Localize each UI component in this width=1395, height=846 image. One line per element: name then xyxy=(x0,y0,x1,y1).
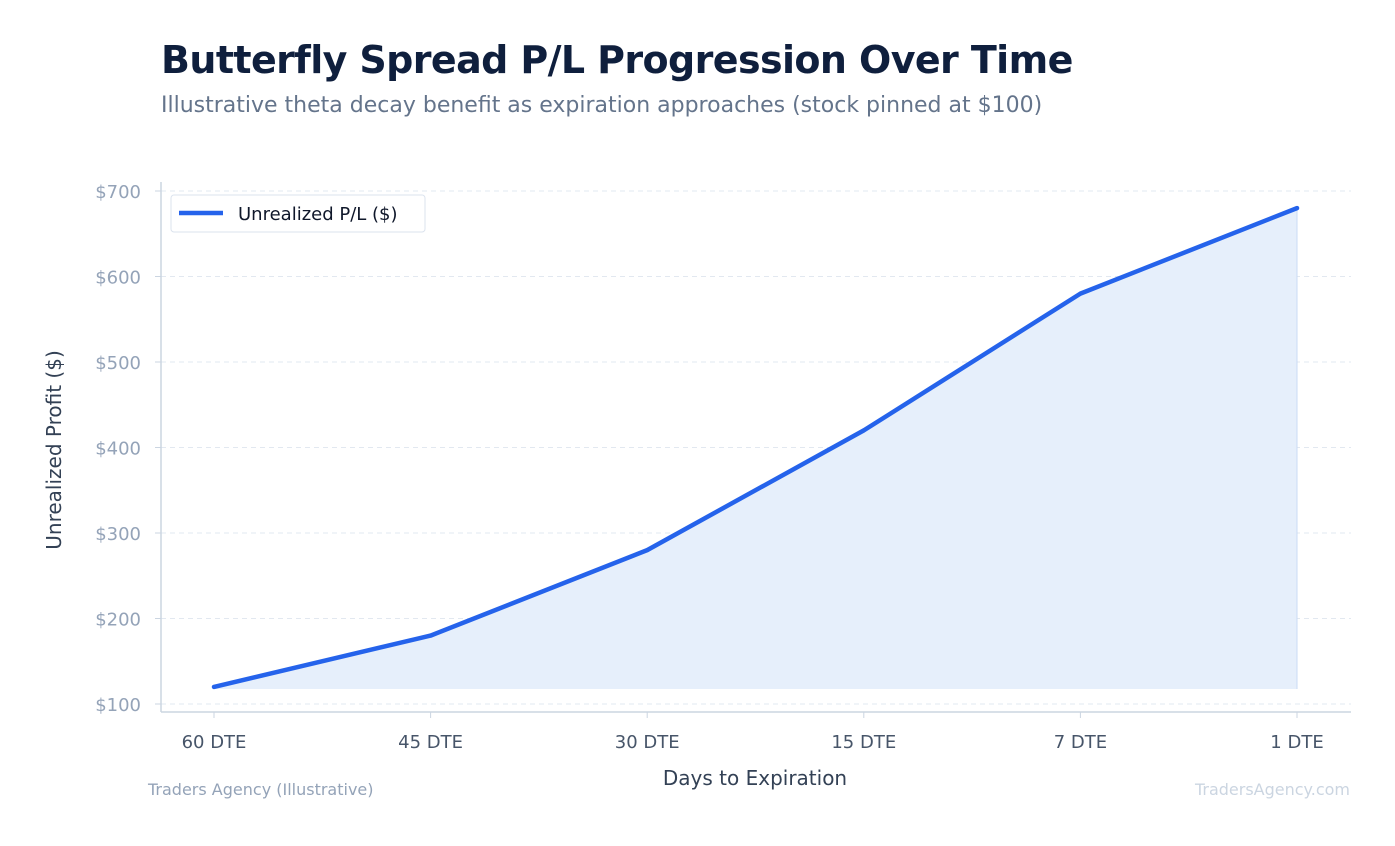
chart-title: Butterfly Spread P/L Progression Over Ti… xyxy=(161,38,1073,82)
series-line xyxy=(211,205,1300,690)
y-axis-ticks: $100 $200 $300 $400 $500 $600 $700 xyxy=(95,182,161,716)
data-point xyxy=(1078,291,1083,296)
area-fill xyxy=(214,208,1297,689)
watermark: TradersAgency.com xyxy=(1194,780,1350,799)
source-note: Traders Agency (Illustrative) xyxy=(148,780,374,799)
x-tick-label: 60 DTE xyxy=(182,732,247,753)
chart-subtitle: Illustrative theta decay benefit as expi… xyxy=(161,93,1043,118)
y-tick-label: $500 xyxy=(95,353,141,374)
legend: Unrealized P/L ($) xyxy=(170,194,426,233)
data-point xyxy=(428,633,433,638)
y-tick-label: $200 xyxy=(95,610,141,631)
y-tick-label: $400 xyxy=(95,439,141,460)
x-axis-label: Days to Expiration xyxy=(663,766,847,790)
y-tick-label: $700 xyxy=(95,182,141,203)
data-point xyxy=(861,428,866,433)
x-axis-ticks: 60 DTE 45 DTE 30 DTE 15 DTE 7 DTE 1 DTE xyxy=(182,712,1324,753)
y-tick-label: $100 xyxy=(95,695,141,716)
y-axis-label: Unrealized Profit ($) xyxy=(42,350,66,549)
data-point xyxy=(212,684,216,689)
data-point xyxy=(1295,206,1299,211)
data-points xyxy=(212,206,1299,689)
data-point xyxy=(645,548,650,553)
y-tick-label: $600 xyxy=(95,268,141,289)
x-tick-label: 7 DTE xyxy=(1054,732,1107,753)
x-tick-label: 1 DTE xyxy=(1270,732,1323,753)
legend-box xyxy=(170,194,426,233)
y-tick-label: $300 xyxy=(95,524,141,545)
legend-label: Unrealized P/L ($) xyxy=(238,204,398,225)
x-tick-label: 45 DTE xyxy=(398,732,463,753)
x-tick-label: 15 DTE xyxy=(831,732,896,753)
x-tick-label: 30 DTE xyxy=(615,732,680,753)
